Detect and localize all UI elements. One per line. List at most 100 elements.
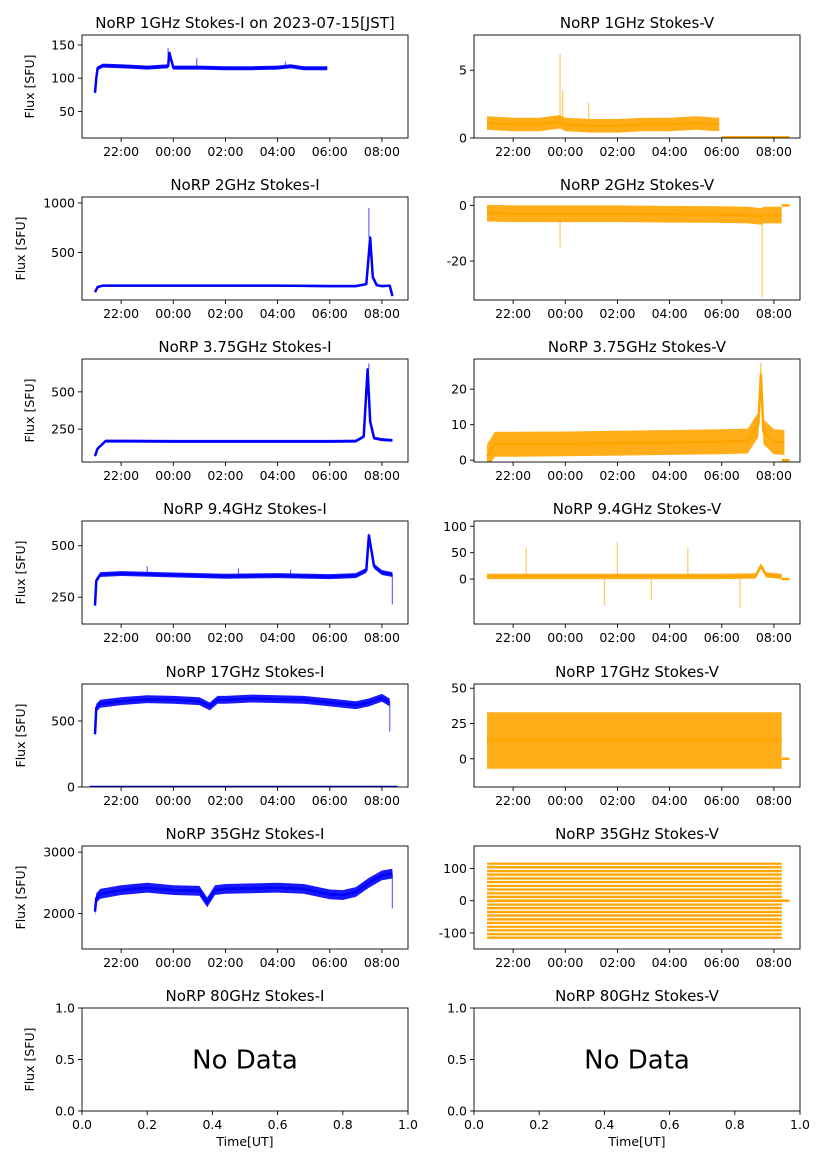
panel-p1i: NoRP 1GHz Stokes-I on 2023-07-15[JST] 22:…	[22, 14, 409, 159]
x-tick-label: 22:00	[103, 144, 139, 159]
x-tick-label: 02:00	[207, 630, 243, 645]
x-tick-label: 08:00	[756, 793, 792, 808]
panel-title: NoRP 9.4GHz Stokes-I	[163, 500, 327, 518]
x-tick-label: 04:00	[260, 630, 296, 645]
plot-area	[487, 712, 790, 769]
panel-p94v: NoRP 9.4GHz Stokes-V 22:00 00:00 02:00 04:00…	[443, 500, 801, 645]
series-band	[95, 368, 393, 458]
panel-title: NoRP 17GHz Stokes-V	[555, 663, 720, 681]
x-tick-label: 08:00	[756, 955, 792, 970]
x-tick-label: 00:00	[155, 955, 191, 970]
y-tick-label: 0.5	[55, 1052, 75, 1067]
panel-title: NoRP 35GHz Stokes-I	[166, 825, 325, 843]
y-tick-label: 0	[67, 780, 75, 795]
x-tick-label: 06:00	[704, 793, 740, 808]
x-tick-label: 00:00	[547, 630, 583, 645]
y-tick-label: 50	[59, 104, 75, 119]
x-tick-label: 06:00	[312, 468, 348, 483]
panel-p1v: NoRP 1GHz Stokes-V 22:00 00:00 02:00 04:00 06…	[459, 14, 801, 159]
y-tick-label: 5	[459, 63, 467, 78]
series-line	[93, 872, 393, 912]
axes-frame	[473, 196, 801, 301]
axes-frame	[473, 34, 801, 139]
x-tick-label: 00:00	[547, 468, 583, 483]
x-tick-label: 22:00	[495, 793, 531, 808]
x-tick-label: 02:00	[599, 468, 635, 483]
x-tick-label: 04:00	[652, 955, 688, 970]
panel-p94i: NoRP 9.4GHz Stokes-I 22:00 00:00 02:00 04:00…	[13, 500, 409, 645]
series-line	[485, 373, 785, 458]
y-tick-label: 0.0	[447, 1104, 467, 1119]
panel-title: NoRP 3.75GHz Stokes-V	[548, 338, 727, 356]
series-band	[487, 563, 782, 580]
x-tick-label: 08:00	[364, 955, 400, 970]
series-band	[95, 50, 328, 95]
series-band	[95, 236, 393, 298]
y-tick-label: 0	[459, 131, 467, 146]
y-tick-label: 1000	[43, 195, 75, 210]
x-tick-label: 02:00	[207, 468, 243, 483]
plot-area	[485, 362, 790, 462]
x-tick-label: 22:00	[103, 468, 139, 483]
y-tick-label: 150	[51, 37, 75, 52]
x-tick-label: 02:00	[599, 144, 635, 159]
x-tick-label: 06:00	[704, 144, 740, 159]
y-tick-label: -20	[447, 254, 467, 269]
axes-frame	[81, 683, 409, 788]
axes-frame	[473, 358, 801, 463]
x-tick-label: 0.4	[202, 1117, 222, 1132]
series-line	[487, 564, 782, 578]
x-tick-label: 04:00	[652, 144, 688, 159]
x-tick-label: 0.6	[268, 1117, 288, 1132]
plot-area	[486, 53, 790, 138]
y-tick-label: 20	[451, 382, 467, 397]
y-axis-label: Flux [SFU]	[22, 55, 37, 119]
x-tick-label: 0.4	[594, 1117, 614, 1132]
x-tick-label: 00:00	[155, 306, 191, 321]
series-line	[93, 236, 394, 297]
x-tick-label: 04:00	[652, 468, 688, 483]
panel-title: NoRP 17GHz Stokes-I	[166, 663, 325, 681]
y-tick-label: 0.5	[447, 1052, 467, 1067]
series-line	[93, 368, 393, 457]
y-tick-label: 0	[459, 751, 467, 766]
panel-title: NoRP 80GHz Stokes-V	[555, 987, 720, 1005]
series-band	[95, 532, 393, 608]
plot-area	[93, 868, 393, 917]
axes-frame	[81, 845, 409, 950]
x-tick-label: 06:00	[312, 955, 348, 970]
plot-area	[89, 693, 398, 787]
series-band	[95, 693, 390, 739]
x-tick-label: 00:00	[155, 630, 191, 645]
panel-p17i: NoRP 17GHz Stokes-I 22:00 00:00 02:00 04:00 0…	[13, 663, 409, 808]
panel-p375v: NoRP 3.75GHz Stokes-V 22:00 00:00 02:00 04:0…	[451, 338, 801, 483]
plot-area	[93, 363, 393, 458]
y-tick-label: 10	[451, 417, 467, 432]
panel-title: NoRP 2GHz Stokes-V	[560, 176, 715, 194]
x-tick-label: 02:00	[207, 793, 243, 808]
x-tick-label: 0.2	[137, 1117, 157, 1132]
x-tick-label: 0.8	[333, 1117, 353, 1132]
plot-area	[487, 862, 790, 939]
panel-title: NoRP 80GHz Stokes-I	[166, 987, 325, 1005]
x-tick-label: 02:00	[599, 306, 635, 321]
series-line	[93, 51, 328, 93]
panel-title: NoRP 9.4GHz Stokes-V	[553, 500, 722, 518]
x-tick-label: 06:00	[312, 630, 348, 645]
no-data-message: No Data	[192, 1046, 298, 1076]
x-tick-label: 0.0	[72, 1117, 92, 1132]
axes-frame	[81, 196, 409, 301]
series-line	[486, 211, 782, 218]
x-tick-label: 04:00	[260, 468, 296, 483]
x-axis-label: Time[UT]	[607, 1134, 665, 1149]
x-tick-label: 0.6	[660, 1117, 680, 1132]
plot-area	[487, 542, 790, 609]
y-tick-label: 500	[51, 245, 75, 260]
x-tick-label: 06:00	[704, 630, 740, 645]
y-axis-label: Flux [SFU]	[13, 541, 28, 605]
y-tick-label: 500	[51, 538, 75, 553]
x-tick-label: 22:00	[495, 306, 531, 321]
panel-p35i: NoRP 35GHz Stokes-I 22:00 00:00 02:00 04:00 0…	[13, 825, 409, 970]
plot-area	[93, 532, 393, 608]
y-tick-label: 0	[459, 453, 467, 468]
